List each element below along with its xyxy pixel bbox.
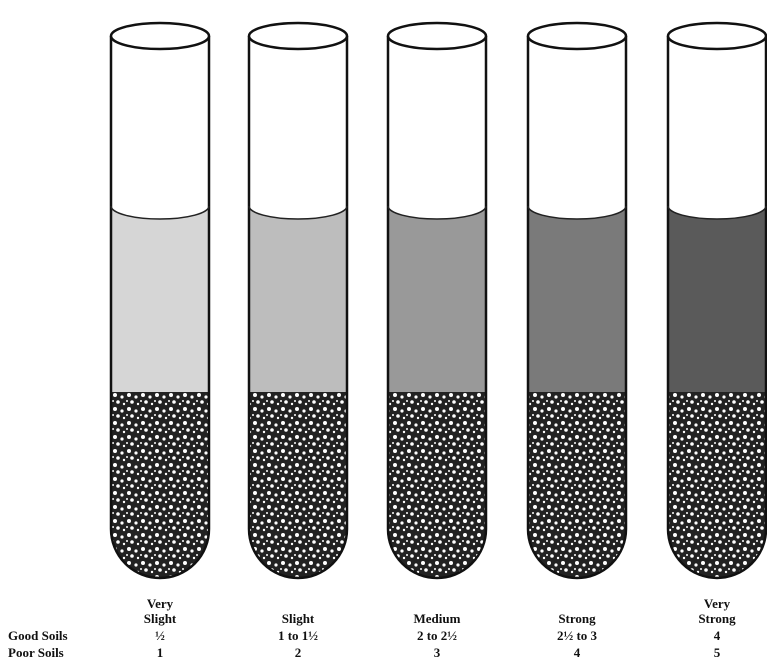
strength-label: Strong [558, 611, 596, 626]
strength-label: Very [704, 596, 731, 611]
good-soils-label: Good Soils [8, 628, 68, 643]
tube-rim [388, 23, 486, 49]
liquid [388, 206, 486, 392]
tube-rim [249, 23, 347, 49]
poor-soil-value: 2 [295, 645, 302, 660]
strength-label: Medium [414, 611, 461, 626]
diagram: Good Soils Poor Soils VerySlight½1Slight… [0, 0, 767, 663]
liquid [528, 206, 626, 392]
liquid [249, 206, 347, 392]
good-soil-value: 2 to 2½ [417, 628, 457, 643]
strength-label: Strong [698, 611, 736, 626]
soil [668, 392, 766, 578]
liquid [668, 206, 766, 392]
strength-label: Slight [282, 611, 315, 626]
strength-label: Slight [144, 611, 177, 626]
page: Good Soils Poor Soils VerySlight½1Slight… [0, 0, 767, 663]
good-soil-value: ½ [155, 628, 165, 643]
poor-soils-label: Poor Soils [8, 645, 64, 660]
poor-soil-value: 3 [434, 645, 441, 660]
liquid [111, 206, 209, 392]
soil [388, 392, 486, 578]
poor-soil-value: 4 [574, 645, 581, 660]
soil [528, 392, 626, 578]
soil [111, 392, 209, 578]
strength-label: Very [147, 596, 174, 611]
poor-soil-value: 1 [157, 645, 164, 660]
tube-rim [528, 23, 626, 49]
good-soil-value: 4 [714, 628, 721, 643]
soil [249, 392, 347, 578]
poor-soil-value: 5 [714, 645, 721, 660]
good-soil-value: 1 to 1½ [278, 628, 318, 643]
tube-rim [668, 23, 766, 49]
good-soil-value: 2½ to 3 [557, 628, 598, 643]
tube-rim [111, 23, 209, 49]
